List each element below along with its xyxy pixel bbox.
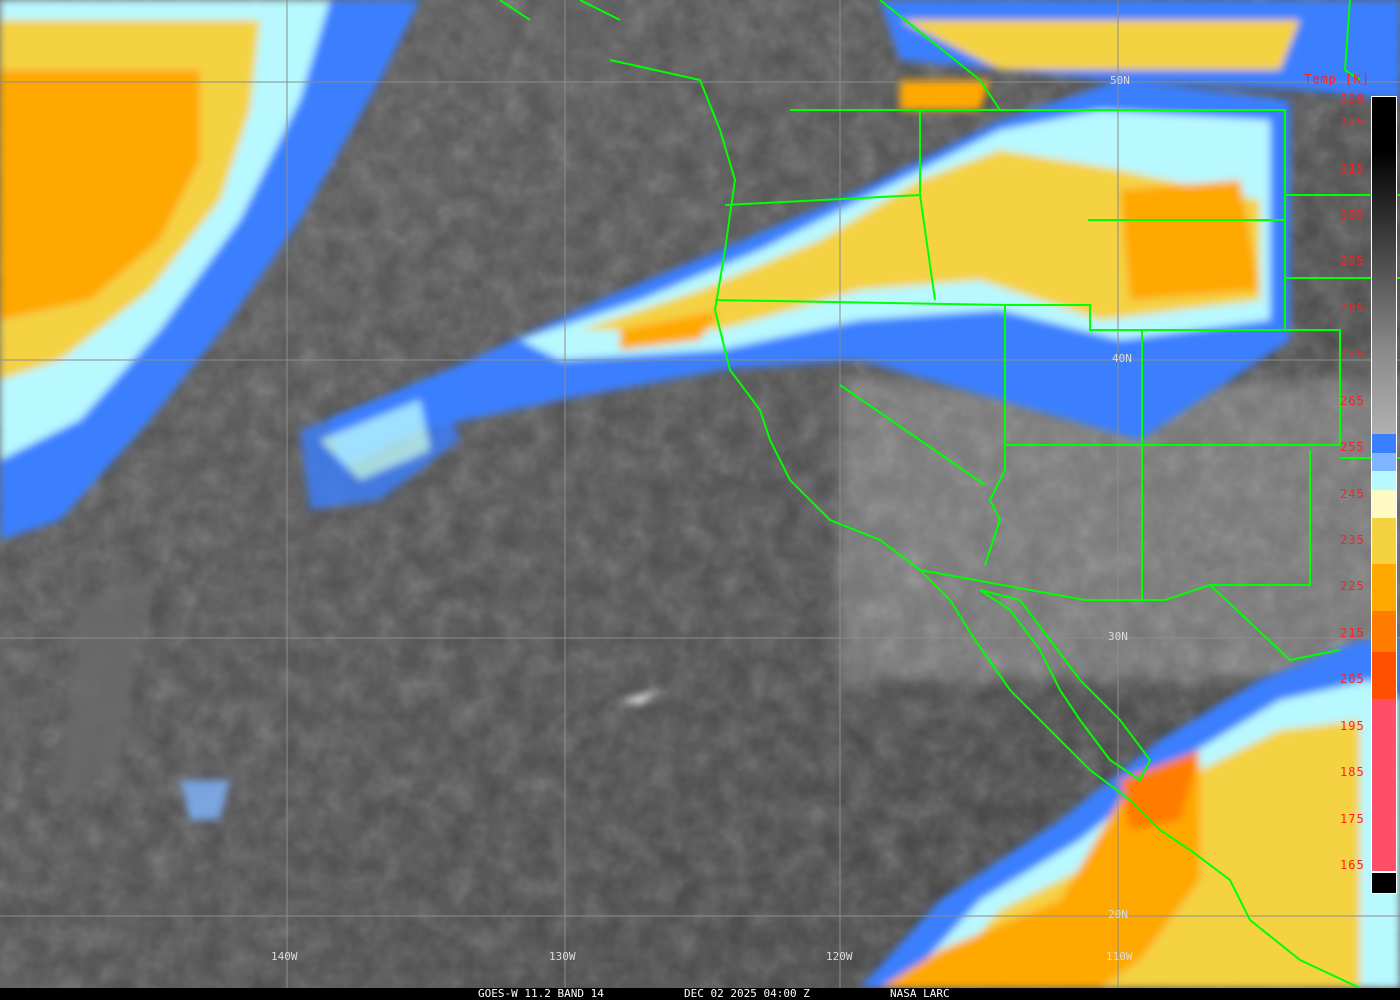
- cloud-system-se: [860, 640, 1400, 988]
- temperature-colorbar: [1371, 96, 1397, 894]
- caption-source: NASA LARC: [890, 987, 950, 1000]
- lat-label-50n: 50N: [1110, 74, 1130, 87]
- colorbar-label: 325: [1340, 115, 1365, 130]
- lat-label-30n: 30N: [1108, 630, 1128, 643]
- colorbar-label: 235: [1340, 533, 1365, 548]
- colorbar-label: 275: [1340, 347, 1365, 362]
- colorbar-yellow-segment: [1372, 517, 1396, 565]
- colorbar-label: 315: [1340, 161, 1365, 176]
- colorbar-dark-orange-segment: [1372, 610, 1396, 653]
- colorbar-label: 330: [1340, 92, 1365, 106]
- cloud-band-pacific: [330, 0, 1400, 470]
- caption-bar: GOES-W 11.2 BAND 14 DEC 02 2025 04:00 Z …: [0, 988, 1400, 1000]
- colorbar-orange-segment: [1372, 564, 1396, 611]
- caption-product: GOES-W 11.2 BAND 14: [478, 987, 604, 1000]
- colorbar-label: 245: [1340, 486, 1365, 501]
- colorbar-gray-segment: [1372, 100, 1396, 435]
- caption-datetime: DEC 02 2025 04:00 Z: [684, 987, 810, 1000]
- colorbar-label: 305: [1340, 208, 1365, 223]
- coastline-and-borders: [499, 0, 1400, 988]
- colorbar-label: 185: [1340, 765, 1365, 780]
- colorbar-label: 195: [1340, 718, 1365, 733]
- colorbar-label: 175: [1340, 811, 1365, 826]
- colorbar-cyan-segment: [1372, 471, 1396, 490]
- lat-label-40n: 40N: [1112, 352, 1132, 365]
- lon-label-120w: 120W: [826, 950, 853, 963]
- colorbar-label: 205: [1340, 672, 1365, 687]
- colorbar-light-blue-segment: [1372, 452, 1396, 472]
- colorbar-label: 295: [1340, 254, 1365, 269]
- lon-label-140w: 140W: [271, 950, 298, 963]
- lat-label-20n: 20N: [1108, 908, 1128, 921]
- colorbar-label: 285: [1340, 300, 1365, 315]
- colorbar-label: 265: [1340, 393, 1365, 408]
- colorbar-pale-yellow-segment: [1372, 489, 1396, 518]
- colorbar-white-segment: [1372, 870, 1396, 874]
- lon-label-130w: 130W: [549, 950, 576, 963]
- colorbar-label: 215: [1340, 625, 1365, 640]
- colorbar-pink-segment: [1372, 698, 1396, 871]
- colorbar-red-orange-segment: [1372, 652, 1396, 699]
- colorbar-blue-segment: [1372, 434, 1396, 453]
- colorbar-label: 225: [1340, 579, 1365, 594]
- colorbar-label: 165: [1340, 858, 1365, 872]
- colorbar-label: 255: [1340, 440, 1365, 455]
- colorbar-title: Temp [K]: [1304, 72, 1370, 86]
- lon-label-110w: 110W: [1106, 950, 1133, 963]
- cloud-streaks: [60, 380, 660, 820]
- cloud-top-nw: [0, 0, 420, 540]
